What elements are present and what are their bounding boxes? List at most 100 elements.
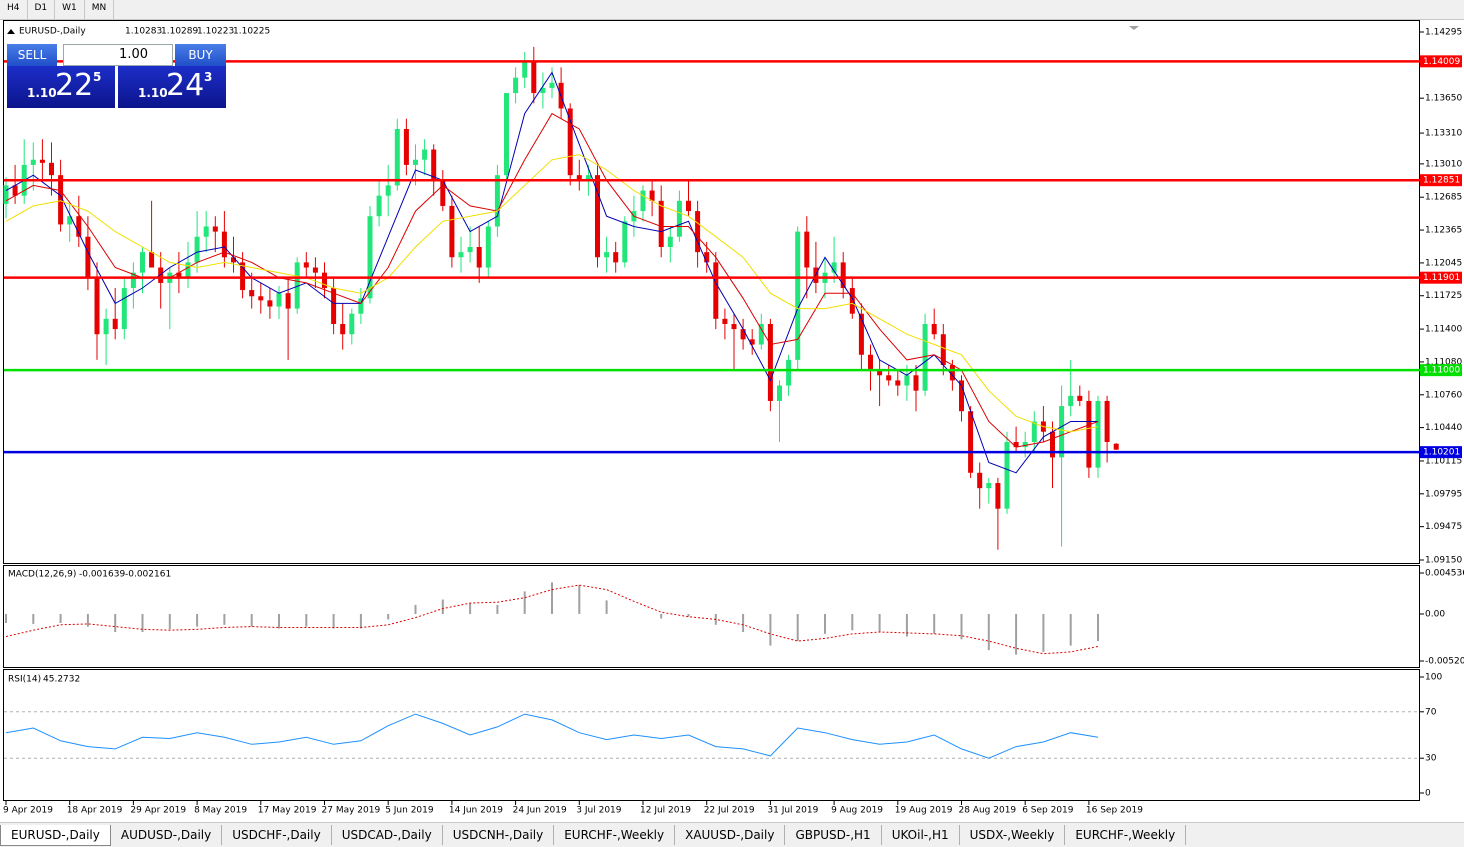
y-tick-label: 1.13650 (1425, 94, 1462, 104)
y-tick-label: 1.12685 (1425, 193, 1462, 203)
symbol-tab[interactable]: UKOil-,H1 (882, 825, 960, 845)
timeframe-button[interactable]: H4 (0, 0, 28, 19)
indicator-value: -0.002161 (125, 570, 171, 580)
sell-button[interactable]: SELL (7, 44, 57, 66)
x-tick-label: 9 Aug 2019 (831, 806, 883, 816)
shift-marker[interactable] (1129, 26, 1139, 30)
candle-body (276, 293, 282, 307)
y-tick-label: 0.00 (1425, 609, 1445, 619)
level-price-label: 1.10201 (1423, 448, 1460, 458)
x-tick-label: 9 Apr 2019 (3, 806, 53, 816)
price-big: 1.10 (138, 86, 168, 100)
y-tick-label: 1.10440 (1425, 423, 1462, 433)
candle-body (504, 93, 509, 176)
candle-body (121, 288, 127, 330)
candle-body (340, 323, 346, 335)
candle-body (331, 288, 337, 324)
candle-body (212, 226, 218, 232)
candle-body (740, 329, 746, 340)
candle-body (877, 370, 883, 376)
ohlc-value: 1.10283 (125, 27, 162, 37)
symbol-tab[interactable]: GBPUSD-,H1 (785, 825, 882, 845)
timeframe-button[interactable]: MN (85, 0, 115, 19)
candle-body (968, 411, 974, 473)
candle-body (231, 257, 236, 263)
symbol-tab[interactable]: USDCNH-,Daily (443, 825, 555, 845)
candle-body (85, 236, 91, 278)
chart-window: EURUSD-,Daily 1.14295 1.13650 1.13310 1.130… (3, 20, 1464, 816)
price-main: 22 (55, 68, 94, 103)
level-price-tag (1420, 271, 1462, 284)
symbol-tab[interactable]: EURCHF-,Weekly (1065, 825, 1187, 845)
x-tick-label: 17 May 2019 (258, 806, 317, 816)
y-tick-label: 30 (1425, 754, 1437, 764)
y-tick-label: 0.004536 (1425, 569, 1464, 579)
y-tick-label: 100 (1425, 673, 1442, 683)
candle-body (67, 216, 73, 225)
y-tick-label: 0 (1425, 789, 1431, 799)
y-tick-label: 1.11725 (1425, 291, 1462, 301)
y-tick-label: 1.13010 (1425, 159, 1462, 169)
candle-body (749, 339, 755, 345)
symbol-tab[interactable]: EURUSD-,Daily (0, 824, 111, 846)
candle-body (1050, 431, 1055, 458)
candle-body (576, 175, 582, 181)
candle-body (3, 185, 9, 204)
x-tick-label: 5 Jun 2019 (385, 806, 434, 816)
candle-body (840, 262, 846, 289)
candle-body (622, 221, 628, 263)
macd-panel-frame (3, 565, 1420, 668)
candle-body (130, 272, 136, 289)
x-tick-label: 6 Sep 2019 (1022, 806, 1074, 816)
buy-button[interactable]: BUY (175, 44, 226, 66)
symbol-tab[interactable]: AUDUSD-,Daily (111, 825, 223, 845)
candle-body (758, 323, 764, 345)
x-tick-label: 16 Sep 2019 (1086, 806, 1143, 816)
symbol-tab[interactable]: USDCHF-,Daily (222, 825, 332, 845)
lot-input[interactable]: 1.00 (63, 44, 173, 66)
x-tick-label: 27 May 2019 (322, 806, 381, 816)
candle-body (567, 108, 573, 176)
candle-body (585, 175, 591, 181)
y-tick-label: 1.09475 (1425, 522, 1462, 532)
symbol-tab[interactable]: XAUUSD-,Daily (675, 825, 786, 845)
candle-body (1086, 400, 1092, 468)
x-tick-label: 31 Jul 2019 (767, 806, 818, 816)
symbol-tab[interactable]: USDX-,Weekly (960, 825, 1066, 845)
main-panel-frame (3, 20, 1420, 564)
indicator-title: MACD(12,26,9) (8, 570, 76, 580)
candle-body (1095, 400, 1101, 468)
candle-body (30, 159, 36, 165)
x-tick-label: 8 May 2019 (194, 806, 247, 816)
level-price-tag (1420, 446, 1462, 459)
candle-body (1059, 406, 1065, 458)
sell-price[interactable]: 1.10 22 5 (7, 66, 115, 108)
candle-body (303, 262, 309, 268)
price-main: 24 (166, 68, 205, 103)
timeframe-button[interactable]: W1 (55, 0, 85, 19)
candle-body (649, 190, 655, 201)
level-price-tag (1420, 55, 1462, 68)
symbol-title: EURUSD-,Daily (19, 27, 86, 37)
moving-average (5, 112, 1099, 448)
rsi-panel-frame (3, 669, 1420, 801)
timeframe-button[interactable]: D1 (28, 0, 56, 19)
candle-body (194, 236, 200, 263)
candle-body (322, 272, 327, 289)
y-tick-label: 1.10115 (1425, 456, 1462, 466)
candle-body (613, 252, 619, 263)
buy-price[interactable]: 1.10 24 3 (118, 66, 226, 108)
candle-body (112, 318, 118, 330)
price-pip: 5 (93, 70, 102, 84)
candle-body (1031, 421, 1037, 442)
level-price-label: 1.12851 (1423, 176, 1460, 186)
symbol-tab[interactable]: USDCAD-,Daily (332, 825, 443, 845)
symbol-tab[interactable]: EURCHF-,Weekly (554, 825, 676, 845)
candle-body (986, 483, 992, 489)
collapse-icon[interactable] (7, 29, 15, 34)
y-tick-label: 70 (1425, 707, 1437, 717)
candle-body (731, 323, 737, 330)
candle-body (549, 82, 555, 88)
candle-body (913, 375, 919, 391)
x-tick-label: 29 Apr 2019 (130, 806, 186, 816)
